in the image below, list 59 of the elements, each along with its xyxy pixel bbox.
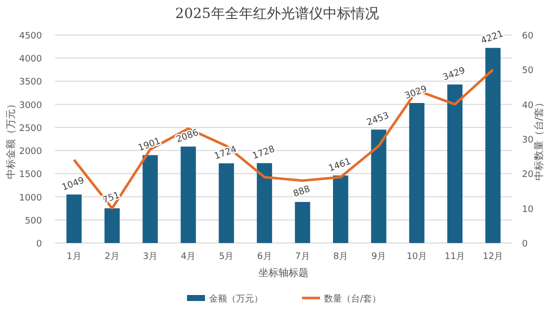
- bar: [142, 155, 158, 243]
- x-tick-label: 9月: [371, 252, 386, 262]
- y2-tick-label: 30: [522, 136, 534, 146]
- y-tick-label: 3000: [19, 100, 42, 111]
- y2-tick-label: 50: [522, 66, 534, 76]
- y-tick-label: 2500: [19, 124, 42, 134]
- data-label: 4221: [480, 29, 505, 47]
- x-tick-label: 3月: [142, 252, 158, 262]
- bar: [371, 130, 386, 243]
- chart-title: 2025年全年红外光谱仪中标情况: [175, 6, 379, 22]
- bar: [333, 175, 348, 243]
- bar: [447, 84, 462, 243]
- y-axis-title: 中标金额（万元）: [5, 99, 17, 179]
- legend-label: 金额（万元）: [209, 294, 263, 304]
- x-tick-label: 1月: [66, 252, 82, 262]
- x-tick-label: 4月: [180, 252, 196, 262]
- data-label: 1901: [137, 136, 162, 154]
- y2-tick-label: 60: [522, 32, 534, 42]
- data-label: 1724: [213, 144, 238, 162]
- y-tick-label: 0: [36, 240, 42, 250]
- x-tick-label: 11月: [444, 252, 466, 262]
- y-tick-label: 500: [24, 216, 42, 226]
- legend-label: 数量（台/套）: [324, 294, 382, 304]
- y2-tick-label: 10: [522, 204, 534, 215]
- bar: [180, 146, 196, 243]
- y2-axis-title: 中标数量（台/套）: [533, 97, 545, 181]
- x-tick-label: 2月: [104, 252, 120, 262]
- data-label: 3429: [442, 66, 467, 84]
- data-label: 1728: [251, 144, 276, 162]
- x-axis-title: 坐标轴标题: [258, 267, 308, 279]
- bar: [409, 102, 424, 243]
- y-tick-label: 1500: [19, 170, 42, 180]
- bar: [294, 202, 310, 243]
- y-tick-label: 4000: [19, 54, 42, 65]
- data-label: 888: [292, 184, 312, 200]
- data-label: 2086: [175, 128, 200, 146]
- y-tick-label: 2000: [19, 147, 42, 158]
- x-tick-label: 5月: [219, 252, 234, 262]
- bar: [104, 208, 120, 243]
- data-label: 3029: [404, 84, 429, 102]
- y2-tick-label: 20: [522, 170, 534, 180]
- x-tick-label: 12月: [482, 252, 504, 262]
- y2-tick-label: 40: [522, 100, 534, 111]
- bar: [218, 163, 234, 243]
- x-tick-label: 6月: [257, 252, 272, 262]
- data-label: 2453: [366, 111, 390, 128]
- y-tick-label: 3500: [19, 78, 42, 88]
- y-tick-label: 4500: [19, 32, 42, 42]
- x-tick-label: 8月: [333, 252, 348, 262]
- data-label: 1461: [327, 156, 352, 174]
- x-tick-label: 10月: [406, 252, 428, 262]
- data-label: 751: [102, 190, 122, 206]
- bar: [256, 163, 272, 243]
- data-label: 1049: [60, 176, 86, 194]
- x-tick-label: 7月: [295, 252, 310, 262]
- bar: [485, 48, 501, 243]
- bar: [66, 194, 82, 243]
- y-tick-label: 1000: [19, 193, 42, 204]
- y2-tick-label: 0: [522, 240, 528, 250]
